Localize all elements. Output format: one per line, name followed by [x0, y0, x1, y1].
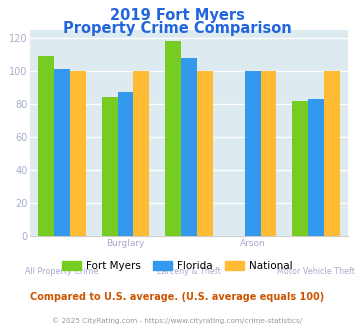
Bar — [38, 56, 54, 236]
Text: Property Crime Comparison: Property Crime Comparison — [63, 21, 292, 36]
Bar — [133, 71, 149, 236]
Bar — [165, 41, 181, 236]
Bar — [118, 92, 133, 236]
Bar — [324, 71, 340, 236]
Text: © 2025 CityRating.com - https://www.cityrating.com/crime-statistics/: © 2025 CityRating.com - https://www.city… — [53, 317, 302, 324]
Bar — [261, 71, 277, 236]
Bar — [54, 69, 70, 236]
Text: Compared to U.S. average. (U.S. average equals 100): Compared to U.S. average. (U.S. average … — [31, 292, 324, 302]
Bar — [308, 99, 324, 236]
Text: Motor Vehicle Theft: Motor Vehicle Theft — [277, 267, 355, 276]
Text: Larceny & Theft: Larceny & Theft — [157, 267, 221, 276]
Bar — [181, 58, 197, 236]
Bar — [245, 71, 261, 236]
Text: 2019 Fort Myers: 2019 Fort Myers — [110, 8, 245, 23]
Bar — [292, 101, 308, 236]
Bar — [197, 71, 213, 236]
Bar — [70, 71, 86, 236]
Legend: Fort Myers, Florida, National: Fort Myers, Florida, National — [58, 257, 297, 275]
Bar — [102, 97, 118, 236]
Text: All Property Crime: All Property Crime — [25, 267, 99, 276]
